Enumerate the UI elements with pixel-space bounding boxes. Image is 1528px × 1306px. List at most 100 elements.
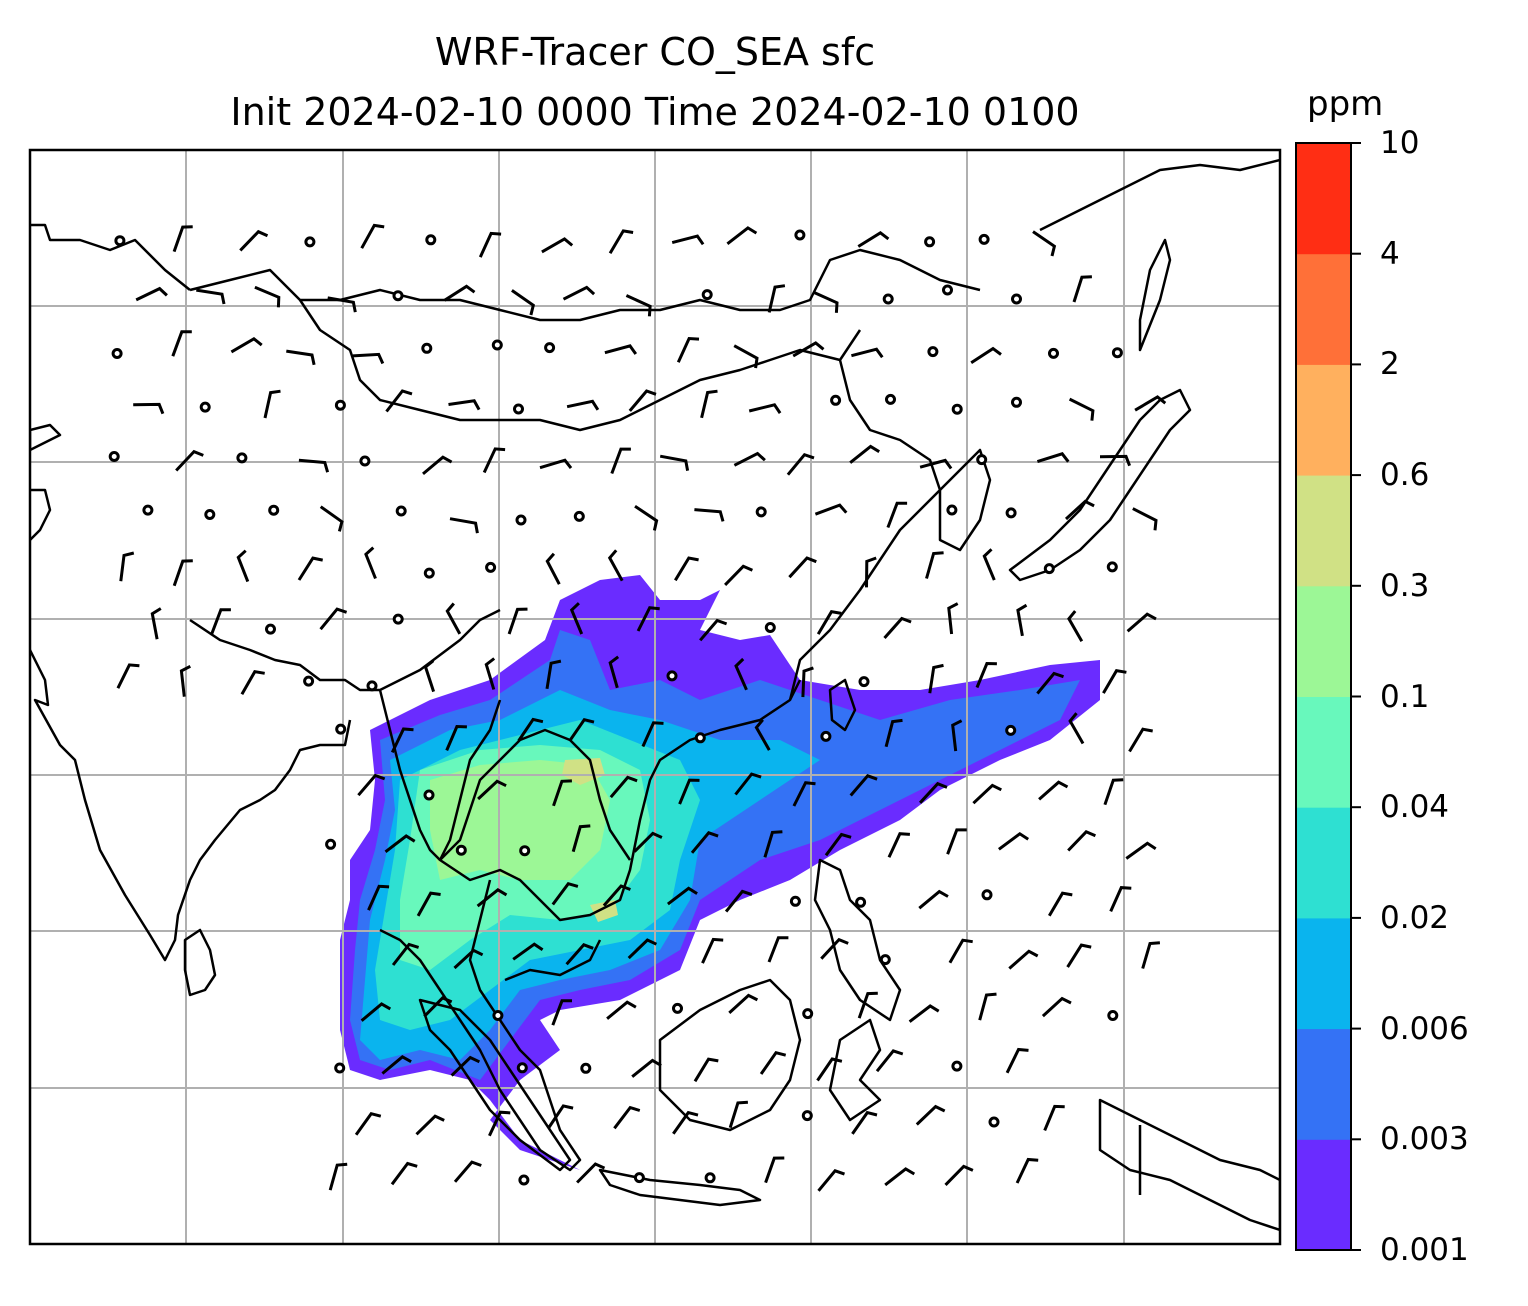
wind-barb bbox=[360, 1002, 392, 1022]
wind-barb bbox=[816, 1057, 843, 1082]
wind-barb bbox=[676, 336, 700, 363]
wind-barb bbox=[445, 602, 462, 635]
wind-barb bbox=[1134, 395, 1167, 412]
wind-barb bbox=[171, 330, 192, 357]
wind-barb bbox=[507, 607, 528, 635]
wind-barb bbox=[754, 718, 771, 751]
calm-marker bbox=[455, 844, 467, 856]
calm-marker bbox=[801, 1110, 813, 1122]
calm-marker bbox=[334, 399, 346, 411]
wind-barb bbox=[1103, 778, 1124, 806]
wind-barb bbox=[982, 548, 996, 581]
himalaya-border bbox=[189, 608, 501, 692]
wind-barb bbox=[367, 884, 390, 911]
wind-barb bbox=[1072, 275, 1092, 303]
wind-barb bbox=[1099, 454, 1131, 467]
wind-barb bbox=[636, 606, 660, 632]
calm-marker bbox=[1043, 563, 1055, 575]
wind-barb bbox=[423, 659, 436, 693]
mongolia-border bbox=[189, 248, 981, 322]
wind-barb bbox=[415, 1114, 445, 1136]
colorbar-tick-label: 2 bbox=[1380, 346, 1400, 383]
wind-barb bbox=[1036, 452, 1070, 464]
java bbox=[598, 1168, 762, 1207]
colorbar-segment bbox=[1296, 807, 1351, 919]
wind-barb bbox=[908, 1004, 940, 1023]
calm-marker bbox=[694, 732, 706, 744]
thailand-border bbox=[439, 728, 632, 861]
wind-barb bbox=[453, 1160, 482, 1183]
calm-marker bbox=[1107, 1010, 1119, 1021]
colorbar-tick-label: 0.3 bbox=[1380, 567, 1430, 604]
wind-barb bbox=[1041, 996, 1072, 1018]
korea bbox=[938, 448, 992, 552]
calm-marker bbox=[1111, 347, 1123, 359]
calm-marker bbox=[335, 723, 347, 735]
calm-marker bbox=[492, 1010, 504, 1021]
calm-marker bbox=[425, 234, 437, 246]
wind-barb bbox=[327, 296, 357, 313]
wind-barb bbox=[748, 403, 782, 414]
wind-barb bbox=[633, 831, 663, 853]
map-title: WRF-Tracer CO_SEA sfc bbox=[434, 30, 876, 74]
sulawesi bbox=[828, 1018, 882, 1122]
wind-barb bbox=[179, 664, 191, 697]
wind-barb bbox=[919, 458, 953, 470]
calm-marker bbox=[303, 675, 315, 687]
calm-marker bbox=[392, 613, 404, 625]
wind-barb bbox=[659, 454, 690, 471]
wind-barb bbox=[604, 344, 638, 355]
colorbar-segment bbox=[1296, 1139, 1351, 1251]
calm-marker bbox=[1106, 561, 1118, 573]
calm-marker bbox=[142, 504, 154, 516]
calm-marker bbox=[885, 393, 896, 405]
wind-barb bbox=[1048, 891, 1073, 917]
wind-barb bbox=[801, 666, 814, 698]
wind-barb bbox=[239, 229, 269, 252]
wind-barb bbox=[328, 1162, 348, 1191]
wind-barb bbox=[482, 447, 506, 474]
map-frame bbox=[28, 148, 1282, 1246]
wind-barb bbox=[944, 1164, 974, 1186]
colorbar-tick-label: 0.006 bbox=[1380, 1010, 1469, 1047]
plume-band-6 bbox=[430, 760, 610, 880]
calm-marker bbox=[421, 342, 433, 354]
wind-barb bbox=[391, 942, 420, 966]
wind-barb bbox=[416, 891, 441, 917]
wind-barb bbox=[1066, 943, 1092, 968]
wind-barb bbox=[887, 832, 911, 858]
calm-marker bbox=[334, 1062, 346, 1074]
calm-marker bbox=[423, 567, 435, 579]
wind-barb bbox=[1068, 712, 1085, 745]
wind-barb bbox=[970, 346, 1002, 365]
wind-barb bbox=[812, 290, 839, 313]
wind-barb bbox=[576, 1162, 606, 1184]
wind-barb bbox=[135, 286, 168, 302]
wind-barb bbox=[240, 670, 265, 696]
wind-barb bbox=[381, 1054, 412, 1075]
wind-barb bbox=[1015, 1157, 1039, 1184]
wind-barb bbox=[609, 775, 638, 799]
wind-barb bbox=[734, 772, 762, 796]
colorbar-segment bbox=[1296, 364, 1351, 476]
calm-marker bbox=[516, 1062, 528, 1074]
wind-barb bbox=[298, 458, 330, 473]
calm-marker bbox=[513, 403, 524, 415]
wind-barb bbox=[728, 993, 759, 1015]
calm-marker bbox=[108, 451, 120, 462]
wind-barb bbox=[849, 774, 878, 797]
wind-barb bbox=[627, 938, 658, 960]
wind-barb bbox=[693, 1057, 719, 1083]
india-coast bbox=[30, 649, 352, 962]
calm-marker bbox=[633, 1172, 645, 1184]
wind-barb bbox=[884, 718, 903, 748]
wind-barb bbox=[517, 717, 544, 742]
wind-barb bbox=[512, 942, 544, 961]
wind-barb bbox=[354, 1111, 382, 1136]
colorbar-segment bbox=[1296, 143, 1351, 255]
wind-barb bbox=[998, 831, 1030, 851]
new-guinea bbox=[1098, 1098, 1280, 1232]
wind-barb bbox=[297, 556, 323, 581]
wind-barb bbox=[606, 1000, 637, 1020]
